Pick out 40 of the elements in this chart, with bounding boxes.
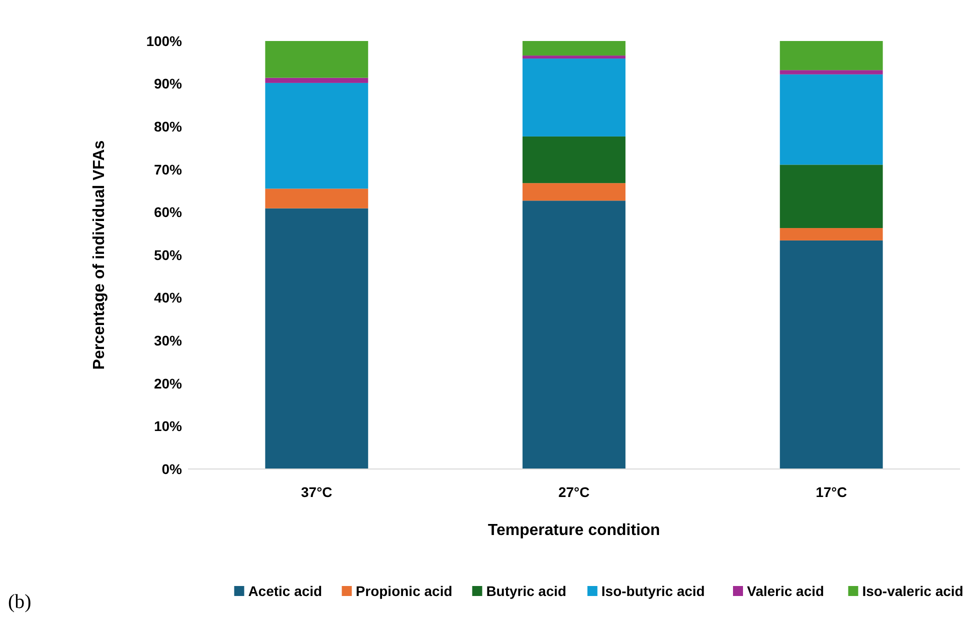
bar <box>522 200 626 469</box>
bar <box>522 58 626 136</box>
y-tick-label: 30% <box>154 332 183 348</box>
bar <box>265 188 368 208</box>
bar <box>780 41 883 70</box>
bar <box>780 70 883 74</box>
bar <box>522 56 626 59</box>
bar <box>265 41 368 78</box>
text: (b) <box>8 591 32 613</box>
bar <box>265 82 368 189</box>
bar <box>780 228 883 240</box>
x-tick-label: 27°C <box>558 484 590 500</box>
y-tick-label: 50% <box>154 246 183 263</box>
x-axis-title: Temperature condition <box>488 522 660 539</box>
bar <box>780 240 883 469</box>
y-tick-label: 70% <box>154 161 183 178</box>
legend-label: Butyric acid <box>486 582 566 599</box>
legend-label: Iso-valeric acid <box>862 582 964 599</box>
bar <box>780 164 883 228</box>
y-tick-label: 40% <box>154 290 183 306</box>
bar <box>522 41 626 56</box>
y-tick-label: 10% <box>154 418 183 434</box>
y-tick-label: 100% <box>146 32 183 49</box>
x-tick-label: 17°C <box>816 484 847 500</box>
legend-label: Propionic acid <box>356 582 452 599</box>
x-tick-label: 37°C <box>301 484 332 500</box>
legend-label: Iso-butyric acid <box>601 582 705 599</box>
legend-label: Valeric acid <box>747 582 824 599</box>
bar <box>522 136 626 184</box>
bar <box>265 208 368 469</box>
bar <box>522 183 626 201</box>
bar <box>265 78 368 83</box>
y-tick-label: 80% <box>154 118 183 134</box>
y-tick-label: 0% <box>162 460 183 477</box>
y-tick-label: 90% <box>154 76 183 92</box>
y-tick-label: 20% <box>154 375 183 392</box>
bar <box>780 74 883 165</box>
y-tick-label: 60% <box>154 204 183 220</box>
y-axis-title: Percentage of individual VFAs <box>91 140 108 370</box>
legend-label: Acetic acid <box>248 582 322 599</box>
